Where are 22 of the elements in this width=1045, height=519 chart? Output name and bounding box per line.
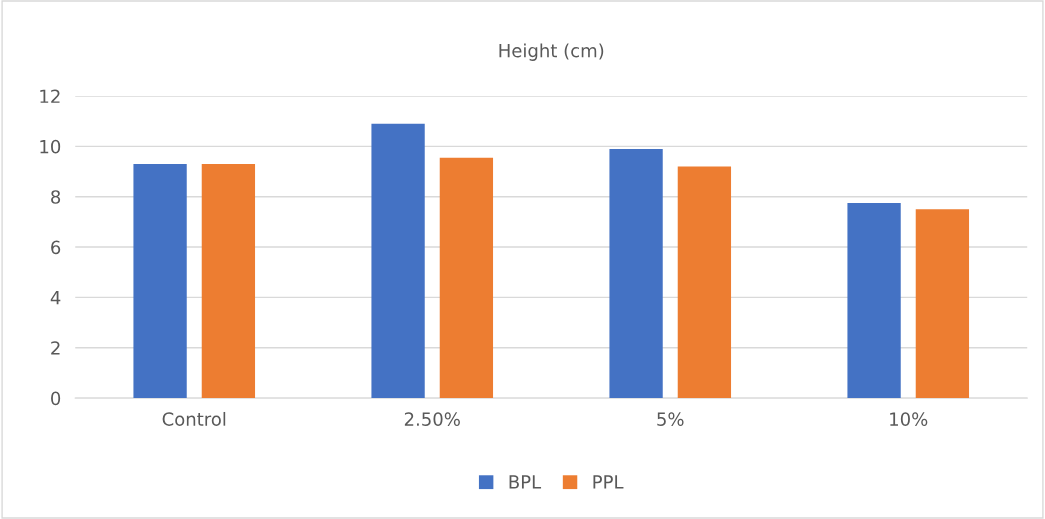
y-tick-label: 0	[51, 391, 61, 406]
y-tick-label: 4	[50, 291, 61, 305]
bar	[915, 209, 970, 399]
legend-label: BPL	[509, 475, 542, 489]
bar	[371, 123, 425, 399]
y-tick-label: 2	[51, 341, 60, 355]
bar	[439, 157, 494, 399]
x-tick-label: 2.50%	[404, 412, 460, 426]
y-tick-label: 6	[51, 240, 61, 255]
y-tick-label: 10	[40, 139, 61, 154]
bar	[677, 166, 732, 399]
x-tick-label: 10%	[890, 412, 928, 426]
y-tick-label: 12	[40, 89, 60, 103]
legend-label: PPL	[593, 475, 624, 489]
bar	[133, 163, 187, 399]
bar	[847, 202, 901, 399]
bar	[201, 163, 256, 399]
y-tick-label: 8	[51, 190, 61, 204]
bar	[609, 148, 663, 399]
x-tick-label: 5%	[657, 412, 684, 426]
chart-title: Height (cm)	[499, 43, 604, 61]
x-tick-label: Control	[162, 411, 226, 426]
